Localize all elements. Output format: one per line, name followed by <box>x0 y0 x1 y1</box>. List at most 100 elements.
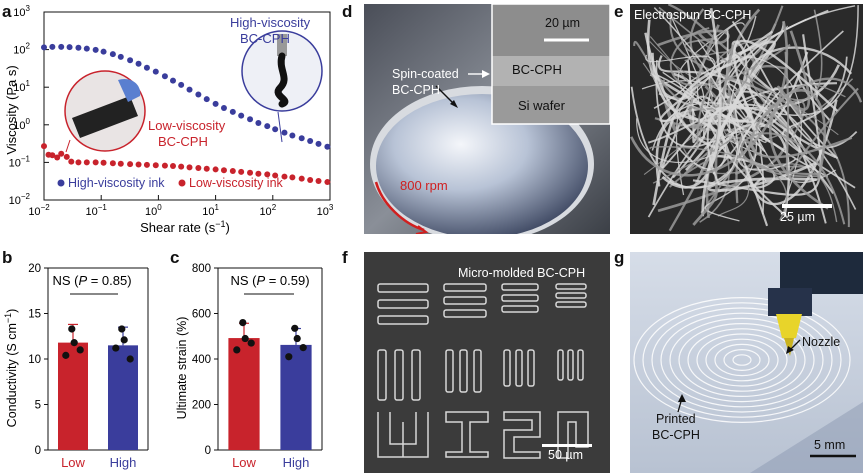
panel-label-b: b <box>2 248 13 267</box>
x-tick-label: 10−2 <box>28 203 50 218</box>
viscosity-y-axis-label: Viscosity (Pa s) <box>4 65 19 154</box>
high-viscosity-point <box>58 43 65 50</box>
high-viscosity-point <box>247 116 254 123</box>
bar-low <box>58 342 88 450</box>
fiber <box>740 132 846 225</box>
high-viscosity-point <box>255 119 262 126</box>
low-viscosity-point <box>315 178 322 185</box>
conductivity-axes: 0 5 10 15 20 <box>28 263 149 457</box>
printed-spiral-ring <box>633 296 851 424</box>
high-viscosity-series <box>41 43 331 150</box>
strain-bars: Low High <box>228 319 312 470</box>
replicate-point <box>299 344 307 352</box>
high-viscosity-point <box>49 43 56 50</box>
fiber <box>672 109 789 219</box>
conductivity-ns-label: NS (P = 0.85) <box>52 273 131 288</box>
high-viscosity-point <box>186 86 193 93</box>
bar-pattern <box>411 349 421 401</box>
fiber <box>636 118 734 163</box>
line-pattern <box>377 299 429 309</box>
y-tick-label: 10−2 <box>9 192 31 207</box>
high-viscosity-point <box>135 60 142 67</box>
legend-marker-high <box>57 179 65 187</box>
high-viscosity-point <box>229 108 236 115</box>
low-viscosity-point <box>161 162 168 169</box>
replicate-point <box>70 339 78 347</box>
printed-spiral-ring <box>723 348 761 371</box>
line-pattern <box>501 294 539 302</box>
fiber <box>781 56 856 189</box>
layer-label-si-wafer: Si wafer <box>518 98 565 113</box>
bar-high <box>108 345 138 450</box>
fiber <box>649 146 788 221</box>
high-viscosity-point <box>315 140 322 147</box>
fiber <box>649 41 839 136</box>
category-label-low: Low <box>61 455 85 470</box>
low-viscosity-point <box>41 143 47 150</box>
low-viscosity-point <box>54 154 61 161</box>
high-viscosity-point <box>238 112 245 119</box>
printed-spiral-ring <box>642 302 842 418</box>
spin-coated-label-line1: Spin-coated <box>392 67 459 81</box>
low-viscosity-point <box>264 171 271 178</box>
high-viscosity-point <box>92 46 99 53</box>
low-viscosity-point <box>117 160 124 167</box>
printed-spiral-ring <box>714 343 770 377</box>
replicate-point <box>68 325 76 333</box>
low-viscosity-annotation-line2: BC-CPH <box>158 134 208 149</box>
y-tick-label: 200 <box>192 400 211 412</box>
high-viscosity-point <box>212 100 219 107</box>
strain-chart: 0 200 400 600 800 Low High NS (P = 0.59) Ulti… <box>175 263 323 470</box>
panel-label-g: g <box>614 248 625 267</box>
panel-label-e: e <box>614 2 624 21</box>
y-tick-label: 400 <box>192 354 211 366</box>
low-viscosity-point <box>281 173 288 180</box>
replicate-point <box>62 351 70 359</box>
printed-spiral-ring <box>678 322 806 398</box>
bar-pattern <box>567 349 574 381</box>
low-viscosity-series <box>41 143 331 186</box>
bar-pattern <box>394 349 404 401</box>
conductivity-bars: Low High <box>58 323 138 470</box>
printed-scale-label: 5 mm <box>814 438 846 452</box>
electrospun-fiber-photo: Electrospun BC-CPH 25 µm <box>630 4 863 234</box>
viscosity-x-axis-label: Shear rate (s−1) <box>140 219 230 235</box>
panel-label-a: a <box>2 2 12 21</box>
printed-spiral-ring <box>651 307 833 413</box>
high-viscosity-annotation-line2: BC-CPH <box>240 31 290 46</box>
low-viscosity-point <box>307 177 314 184</box>
high-viscosity-point <box>117 53 124 60</box>
low-viscosity-point <box>289 174 296 181</box>
printed-spiral-photo: Nozzle Printed BC-CPH 5 mm <box>630 252 863 473</box>
low-viscosity-point <box>143 161 150 168</box>
panel-label-f: f <box>342 248 348 267</box>
replicate-point <box>291 324 299 332</box>
micro-molded-photo: Micro-molded BC-CPH 50 µm <box>364 252 610 473</box>
printed-label-line1: Printed <box>656 412 696 426</box>
low-viscosity-point <box>247 169 254 176</box>
low-viscosity-point <box>170 163 177 170</box>
high-viscosity-inset-photo <box>241 30 323 143</box>
low-viscosity-point <box>109 160 116 167</box>
line-pattern <box>443 296 487 305</box>
conductivity-y-axis-label: Conductivity (S cm−1) <box>3 309 19 428</box>
fiber-texture <box>630 4 863 232</box>
line-pattern <box>377 283 429 293</box>
fiber <box>644 32 726 149</box>
replicate-point <box>126 355 134 363</box>
legend-label-high: High-viscosity ink <box>68 176 165 190</box>
micro-molded-scale-label: 50 µm <box>548 448 583 462</box>
high-viscosity-point <box>195 91 202 98</box>
bar-pattern <box>557 349 564 381</box>
line-pattern <box>443 309 487 318</box>
printed-spiral-ring <box>705 338 779 382</box>
bar-pattern <box>577 349 584 381</box>
high-viscosity-point <box>152 68 159 75</box>
low-viscosity-point <box>298 175 305 182</box>
category-label-high: High <box>283 455 310 470</box>
strain-ns-label: NS (P = 0.59) <box>230 273 309 288</box>
replicate-point <box>112 344 120 352</box>
printed-spiral-ring <box>687 328 797 392</box>
bar-pattern <box>445 349 454 393</box>
category-label-high: High <box>110 455 137 470</box>
